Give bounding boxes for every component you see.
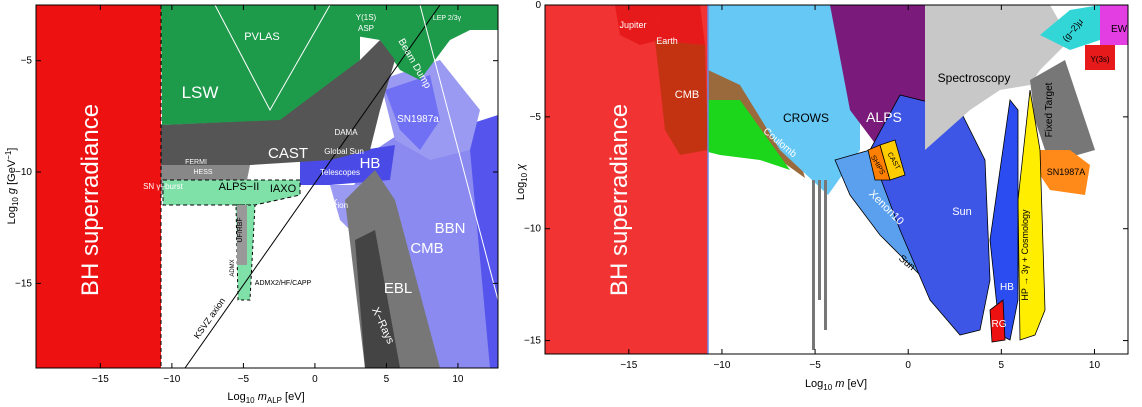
region-xrays [355,230,400,368]
label-lhc: LHC [480,30,494,37]
y-tick-label: 0 [535,0,541,11]
hp-regions: BH superradiance Jupiter Earth CMB Coulo… [545,5,1128,354]
region-sn1987a-right [1040,150,1090,195]
region-rg [989,299,1006,343]
region-bh [36,5,161,368]
label-cmb-right: CMB [675,89,699,101]
label-cast: CAST [268,145,308,162]
hp-ylabel: Log10 χ [515,163,529,200]
y-tick-label: −15 [15,278,32,289]
region-cast [161,40,395,165]
label-hb-right: HB [1000,282,1014,293]
x-tick-label: −5 [809,360,821,371]
label-hb: HB [360,155,381,172]
label-spectroscopy: Spectroscopy [938,71,1011,85]
region-fixed-target [1030,60,1095,160]
x-tick-label: −10 [163,374,180,385]
label-y3s: Υ(3s) [1090,55,1109,64]
y-tick-label: −10 [15,167,32,178]
y-tick-label: −5 [530,112,542,123]
label-sn1987a-right: SN1987A [1047,167,1086,177]
label-hpcosmo: HP → 3γ + Cosmology [1020,209,1030,301]
label-admx: ADMX [230,259,236,276]
ksvz-line [184,5,441,368]
region-crows [708,5,860,195]
region-y3s [1085,45,1115,70]
x-tick-label: 10 [452,374,464,385]
label-crows: CROWS [783,111,829,125]
y-tick-label: −10 [524,224,541,235]
region-earth [655,5,705,50]
label-dama: DAMA [334,128,358,137]
hp-xlabel: Log10 m [eV] [805,378,867,392]
region-cast-right [879,139,906,181]
label-bh-right: BH superradiance [606,104,633,296]
region-sn1987a-inner [385,75,440,150]
label-sn1987a: SN1987a [397,114,439,125]
label-ufrbf: UF/RBF [237,217,244,242]
label-bbn: BBN [435,220,466,237]
alp-ylabel: Log10 g [GeV−1] [4,148,20,225]
label-hess: HESS [193,169,212,176]
label-rg: RG [992,319,1007,330]
region-admx [237,205,247,265]
x-tick-label: −10 [713,360,730,371]
x-tick-label: 0 [312,374,318,385]
label-lep: LEP 2/3γ [433,15,462,22]
label-admx2: ADMX2/HF/CAPP [255,280,312,287]
label-y1s: Y(1S) [356,13,377,22]
region-spectroscopy [925,5,1070,150]
label-lsw: LSW [182,83,219,102]
label-earth: Earth [656,36,678,46]
label-ebl: EBL [384,280,412,297]
label-telescopes: Telescopes [320,168,360,177]
label-sngamma: SN γ−burst [143,182,184,191]
label-xion: xion [332,196,348,210]
label-cmb: CMB [410,240,443,257]
spikes [812,180,815,350]
x-tick-label: −15 [92,374,109,385]
label-jupiter: Jupiter [619,20,646,30]
x-tick-label: 0 [905,360,911,371]
region-green-top [340,5,498,80]
label-bh: BH superradiance [77,104,104,296]
region-green [700,100,790,170]
alp-axes: −15 −10 −5 0 5 10 −5 −10 −15 [15,5,498,385]
label-sun: Sun [952,206,972,218]
label-ew: EW [1111,24,1128,35]
alp-xlabel: Log10 mALP [eV] [227,391,304,405]
region-gm2 [1040,5,1100,50]
alp-regions: BH superradiance LSW PVLAS Y(1S) ASP LEP… [36,5,498,368]
x-tick-label: 10 [1089,360,1101,371]
region-jupiter [615,5,660,45]
label-alps: ALPS [866,109,902,125]
x-tick-label: 5 [384,374,390,385]
region-cmb-right [655,40,708,155]
region-alpsii-iaxo [162,179,301,206]
region-ew [1100,5,1128,45]
x-tick-label: −5 [238,374,250,385]
label-asp: ASP [358,24,374,33]
y-tick-label: −5 [21,56,33,67]
x-tick-label: 5 [999,360,1005,371]
x-tick-label: −15 [620,360,637,371]
label-iaxo: IAXO [270,183,297,195]
y-tick-label: −15 [524,336,541,347]
label-fixedtarget: Fixed Target [1044,82,1055,137]
label-alpsii: ALPS−II [219,181,260,193]
label-globalsun: Global Sun [324,147,364,156]
region-lsw [161,5,360,125]
label-fermi: FERMI [185,159,207,166]
hp-axes: −15 −10 −5 0 5 10 0 −5 −10 −15 [524,0,1128,371]
label-pvlas: PVLAS [244,31,279,43]
